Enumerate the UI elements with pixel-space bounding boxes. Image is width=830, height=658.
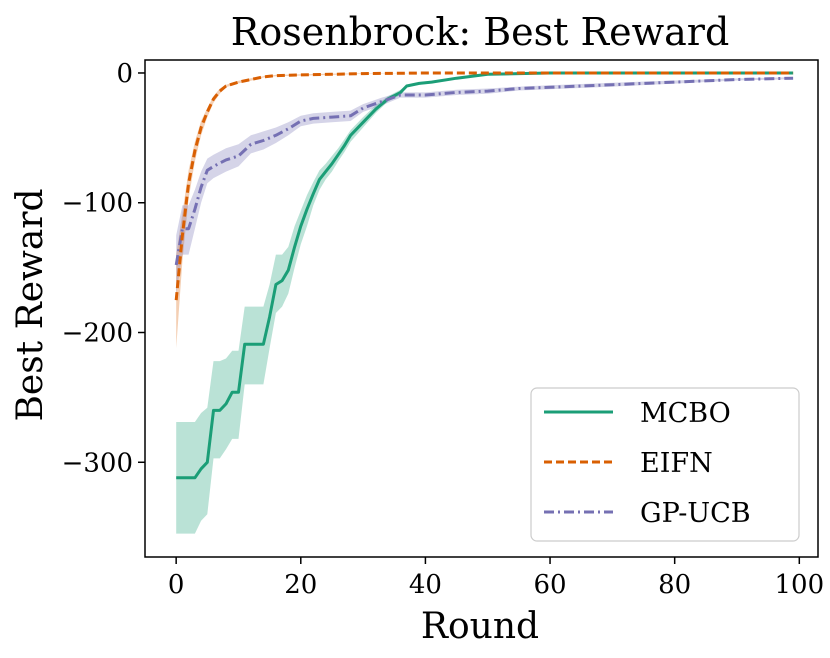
x-tick-label: 20 [284, 570, 317, 600]
ticks: 0 20 40 60 80 100 0 −100 −200 −300 [62, 59, 825, 600]
x-tick-label: 100 [774, 570, 824, 600]
mcbo-mean-line [176, 71, 794, 480]
gp-ucb-confidence-band [176, 77, 794, 294]
x-tick-label: 0 [168, 570, 185, 600]
y-tick-label: −200 [62, 319, 133, 349]
chart-title: Rosenbrock: Best Reward [231, 10, 730, 54]
y-axis-label: Best Reward [10, 188, 51, 421]
x-tick-label: 60 [533, 570, 566, 600]
legend-box [530, 387, 800, 542]
eifn-mean-line [174, 71, 794, 301]
axes-frame [144, 59, 819, 558]
legend-label-gp-ucb: GP-UCB [640, 498, 751, 529]
y-tick-label: 0 [116, 59, 133, 89]
gp-ucb-mean-line [174, 76, 794, 266]
plot-area [174, 71, 794, 534]
x-tick-label: 80 [658, 570, 691, 600]
legend-label-eifn: EIFN [640, 448, 713, 479]
x-axis-label: Round [421, 606, 539, 647]
legend: MCBO EIFN GP-UCB [530, 387, 800, 542]
legend-label-mcbo: MCBO [640, 398, 731, 429]
x-tick-label: 40 [409, 570, 442, 600]
y-tick-label: −300 [62, 448, 133, 478]
y-tick-label: −100 [62, 189, 133, 219]
